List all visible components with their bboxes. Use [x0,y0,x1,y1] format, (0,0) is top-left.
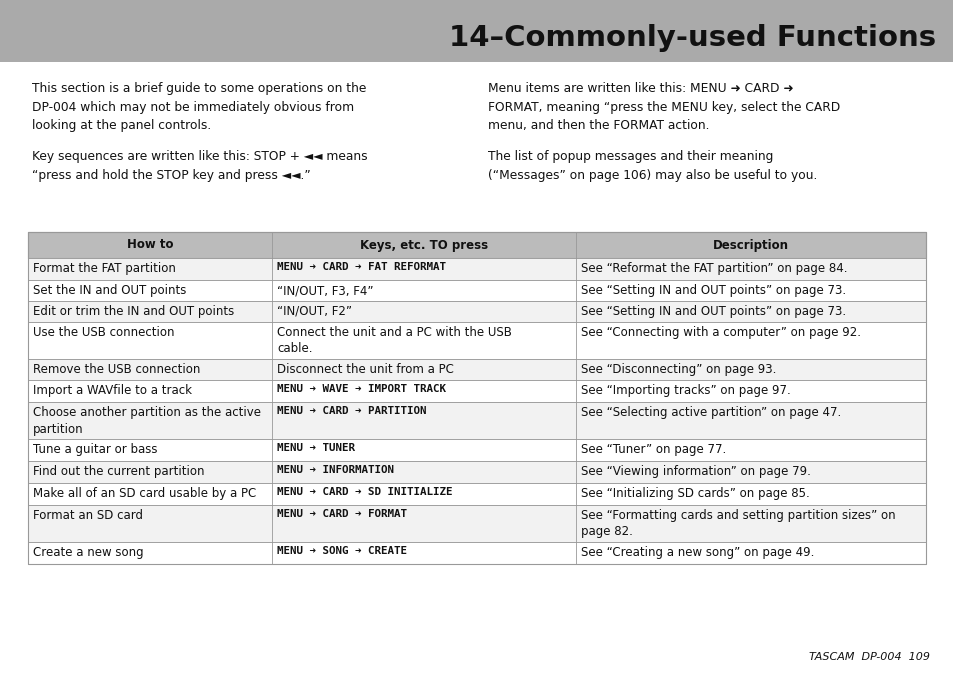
Bar [28,542,925,564]
Text: “IN/OUT, F2”: “IN/OUT, F2” [277,305,352,318]
Text: Find out the current partition: Find out the current partition [33,465,204,478]
Text: Edit or trim the IN and OUT points: Edit or trim the IN and OUT points [33,305,234,318]
Text: See “Importing tracks” on page 97.: See “Importing tracks” on page 97. [580,384,790,397]
Text: Key sequences are written like this: STOP + ◄◄ means
“press and hold the STOP ke: Key sequences are written like this: STO… [32,150,367,182]
Text: Make all of an SD card usable by a PC: Make all of an SD card usable by a PC [33,487,256,500]
Text: MENU ➜ TUNER: MENU ➜ TUNER [277,443,355,453]
Text: See “Connecting with a computer” on page 92.: See “Connecting with a computer” on page… [580,326,860,339]
Text: This section is a brief guide to some operations on the
DP-004 which may not be : This section is a brief guide to some op… [32,82,366,132]
Text: The list of popup messages and their meaning
(“Messages” on page 106) may also b: The list of popup messages and their mea… [488,150,817,182]
Bar [28,232,925,258]
Text: Format the FAT partition: Format the FAT partition [33,262,175,275]
Text: Set the IN and OUT points: Set the IN and OUT points [33,284,186,297]
Text: See “Initializing SD cards” on page 85.: See “Initializing SD cards” on page 85. [580,487,809,500]
Text: Connect the unit and a PC with the USB
cable.: Connect the unit and a PC with the USB c… [277,326,512,356]
Bar [28,380,925,402]
Text: Description: Description [712,239,788,252]
Text: MENU ➜ SONG ➜ CREATE: MENU ➜ SONG ➜ CREATE [277,546,407,556]
Text: Import a WAVfile to a track: Import a WAVfile to a track [33,384,192,397]
Text: Use the USB connection: Use the USB connection [33,326,174,339]
Bar [28,483,925,505]
Bar [28,322,925,359]
Text: See “Setting IN and OUT points” on page 73.: See “Setting IN and OUT points” on page … [580,305,845,318]
Bar [0,0,953,62]
Text: See “Selecting active partition” on page 47.: See “Selecting active partition” on page… [580,406,841,419]
Text: How to: How to [127,239,173,252]
Text: Format an SD card: Format an SD card [33,509,143,522]
Text: MENU ➜ CARD ➜ PARTITION: MENU ➜ CARD ➜ PARTITION [277,406,426,416]
Bar [28,280,925,301]
Text: Keys, etc. TO press: Keys, etc. TO press [359,239,488,252]
Text: MENU ➜ CARD ➜ FAT REFORMAT: MENU ➜ CARD ➜ FAT REFORMAT [277,262,446,272]
Bar [28,439,925,461]
Text: MENU ➜ INFORMATION: MENU ➜ INFORMATION [277,465,394,475]
Text: Remove the USB connection: Remove the USB connection [33,363,200,376]
Bar [28,258,925,280]
Bar [28,232,925,564]
Text: See “Disconnecting” on page 93.: See “Disconnecting” on page 93. [580,363,776,376]
Text: See “Tuner” on page 77.: See “Tuner” on page 77. [580,443,725,456]
Bar [28,402,925,439]
Text: Disconnect the unit from a PC: Disconnect the unit from a PC [277,363,454,376]
Text: Menu items are written like this: MENU ➜ CARD ➜
FORMAT, meaning “press the MENU : Menu items are written like this: MENU ➜… [488,82,840,132]
Text: MENU ➜ WAVE ➜ IMPORT TRACK: MENU ➜ WAVE ➜ IMPORT TRACK [277,384,446,394]
Text: Tune a guitar or bass: Tune a guitar or bass [33,443,157,456]
Bar [28,301,925,322]
Text: MENU ➜ CARD ➜ FORMAT: MENU ➜ CARD ➜ FORMAT [277,509,407,519]
Text: 14–Commonly-used Functions: 14–Commonly-used Functions [449,24,935,52]
Text: MENU ➜ CARD ➜ SD INITIALIZE: MENU ➜ CARD ➜ SD INITIALIZE [277,487,453,497]
Text: See “Viewing information” on page 79.: See “Viewing information” on page 79. [580,465,810,478]
Text: See “Creating a new song” on page 49.: See “Creating a new song” on page 49. [580,546,813,559]
Bar [28,505,925,542]
Text: TASCAM  DP-004  109: TASCAM DP-004 109 [808,652,929,662]
Bar [28,461,925,483]
Text: See “Formatting cards and setting partition sizes” on
page 82.: See “Formatting cards and setting partit… [580,509,895,539]
Text: See “Setting IN and OUT points” on page 73.: See “Setting IN and OUT points” on page … [580,284,845,297]
Text: Create a new song: Create a new song [33,546,144,559]
Bar [28,359,925,380]
Text: Choose another partition as the active
partition: Choose another partition as the active p… [33,406,261,435]
Text: See “Reformat the FAT partition” on page 84.: See “Reformat the FAT partition” on page… [580,262,846,275]
Text: “IN/OUT, F3, F4”: “IN/OUT, F3, F4” [277,284,374,297]
